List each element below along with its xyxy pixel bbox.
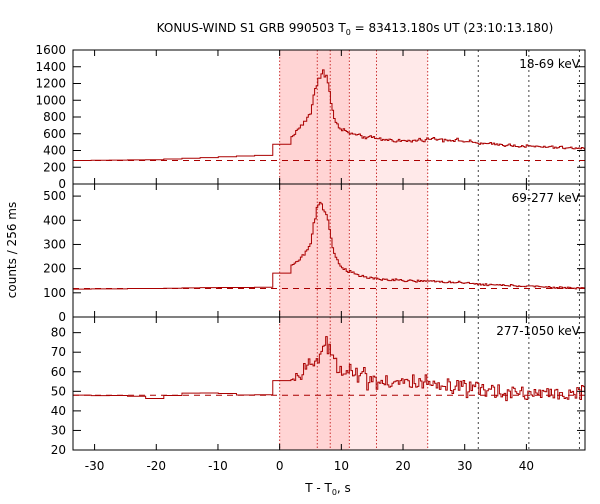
y-tick-label: 0	[58, 177, 66, 191]
y-tick-label: 60	[51, 365, 66, 379]
lightcurve-line	[73, 336, 586, 402]
y-tick-label: 600	[43, 127, 66, 141]
panel-energy-label: 69-277 keV	[512, 191, 581, 205]
panel-3: 20 30 40 50 60 70 80 277-1050 keV	[51, 316, 586, 457]
lightcurve-line	[73, 69, 586, 161]
panel-2: 0 100 200 300 400 500 69-277 keV	[43, 183, 586, 324]
y-tick-label: 200	[43, 160, 66, 174]
chart-title: KONUS-WIND S1 GRB 990503 T0 = 83413.180s…	[157, 21, 554, 37]
x-tick-label: 20	[395, 459, 410, 473]
y-tick-label: 400	[43, 213, 66, 227]
y-tick-label: 200	[43, 262, 66, 276]
panel-frame	[72, 316, 586, 451]
lightcurve-line	[73, 201, 586, 290]
y-tick-label: 100	[43, 286, 66, 300]
panel-energy-label: 277-1050 keV	[496, 324, 580, 338]
y-tick-label: 0	[58, 310, 66, 324]
shaded-interval-1	[279, 50, 350, 184]
y-tick-label: 800	[43, 110, 66, 124]
x-tick-label: -10	[208, 459, 228, 473]
x-tick-label: -20	[146, 459, 166, 473]
y-tick-label: 30	[51, 423, 66, 437]
y-tick-label: 50	[51, 384, 66, 398]
shaded-interval-2	[349, 50, 428, 184]
x-tick-label: -30	[85, 459, 105, 473]
x-axis-label-suffix: , s	[337, 481, 351, 495]
x-axis-label-sub: 0	[332, 488, 337, 497]
y-tick-label: 1400	[35, 60, 66, 74]
x-axis-label-prefix: T - T	[304, 481, 332, 495]
y-tick-label: 400	[43, 144, 66, 158]
y-tick-label: 80	[51, 326, 66, 340]
x-tick-label: 10	[334, 459, 349, 473]
chart-title-sub: 0	[346, 28, 351, 37]
x-tick-label: 0	[276, 459, 284, 473]
x-tick-label: 30	[457, 459, 472, 473]
x-tick-label: 40	[519, 459, 534, 473]
y-tick-label: 1600	[35, 43, 66, 57]
y-axis-label: counts / 256 ms	[5, 202, 19, 298]
y-tick-label: 500	[43, 189, 66, 203]
y-tick-label: 20	[51, 443, 66, 457]
shaded-interval-1	[279, 317, 350, 450]
y-tick-label: 1200	[35, 77, 66, 91]
y-tick-label: 40	[51, 404, 66, 418]
shaded-interval-2	[349, 184, 428, 317]
y-tick-label: 70	[51, 345, 66, 359]
y-tick-label: 300	[43, 237, 66, 251]
y-tick-label: 1000	[35, 93, 66, 107]
shaded-interval-1	[279, 184, 350, 317]
chart-title-suffix: = 83413.180s UT (23:10:13.180)	[351, 21, 554, 35]
panel-1: 0 200 400 600 800 1000 1200 1400 1600 18-69 keV	[35, 43, 586, 191]
x-axis-label: T - T0, s	[304, 481, 351, 497]
chart-title-prefix: KONUS-WIND S1 GRB 990503 T	[157, 21, 347, 35]
panel-energy-label: 18-69 keV	[519, 57, 581, 71]
